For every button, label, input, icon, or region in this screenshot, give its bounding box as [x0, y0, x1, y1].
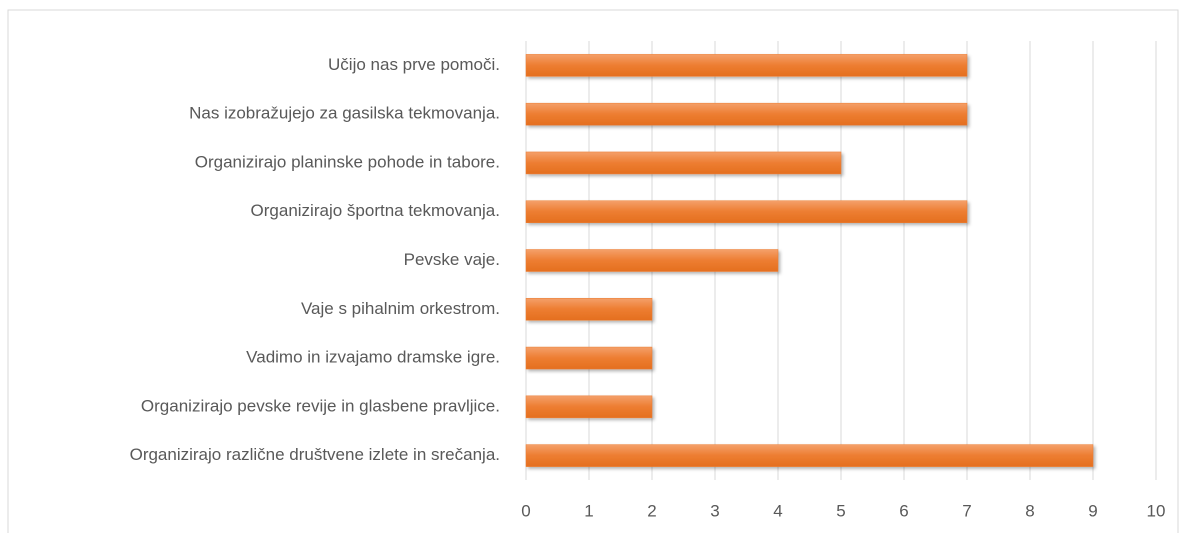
y-tick-label: Organizirajo pevske revije in glasbene p…	[141, 396, 500, 415]
x-tick-label: 7	[962, 501, 971, 520]
bar	[525, 249, 779, 272]
y-tick-label: Nas izobražujejo za gasilska tekmovanja.	[189, 104, 500, 123]
x-tick-label: 8	[1025, 501, 1034, 520]
x-tick-label: 2	[647, 501, 656, 520]
x-tick-label: 5	[836, 501, 845, 520]
y-tick-label: Učijo nas prve pomoči.	[328, 55, 500, 74]
bar	[525, 151, 842, 175]
y-tick-label: Organizirajo planinske pohode in tabore.	[195, 152, 500, 171]
x-tick-label: 6	[899, 501, 908, 520]
bar	[525, 200, 968, 223]
bar	[525, 102, 968, 126]
x-tick-label: 4	[773, 501, 782, 520]
bar	[525, 346, 653, 370]
y-tick-label: Organizirajo različne društvene izlete i…	[130, 445, 500, 464]
x-tick-label: 1	[584, 501, 593, 520]
x-tick-label: 9	[1088, 501, 1097, 520]
bar	[525, 54, 968, 77]
y-tick-label: Vaje s pihalnim orkestrom.	[301, 299, 500, 318]
x-tick-label: 0	[521, 501, 530, 520]
x-tick-label: 3	[710, 501, 719, 520]
bar	[525, 444, 1094, 467]
chart-frame	[7, 9, 1179, 538]
y-tick-label: Vadimo in izvajamo dramske igre.	[246, 348, 500, 367]
y-tick-label: Pevske vaje.	[404, 250, 500, 269]
bar	[525, 298, 653, 321]
y-tick-label: Organizirajo športna tekmovanja.	[251, 201, 500, 220]
x-tick-label: 10	[1147, 501, 1166, 520]
bar	[525, 395, 653, 419]
